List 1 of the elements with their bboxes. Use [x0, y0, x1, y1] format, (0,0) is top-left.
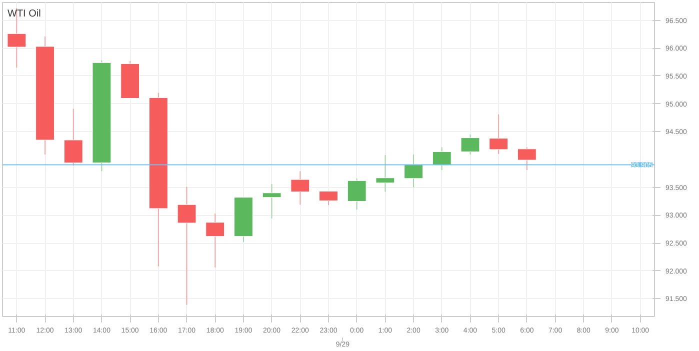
- text: WTI Oil: [8, 8, 41, 20]
